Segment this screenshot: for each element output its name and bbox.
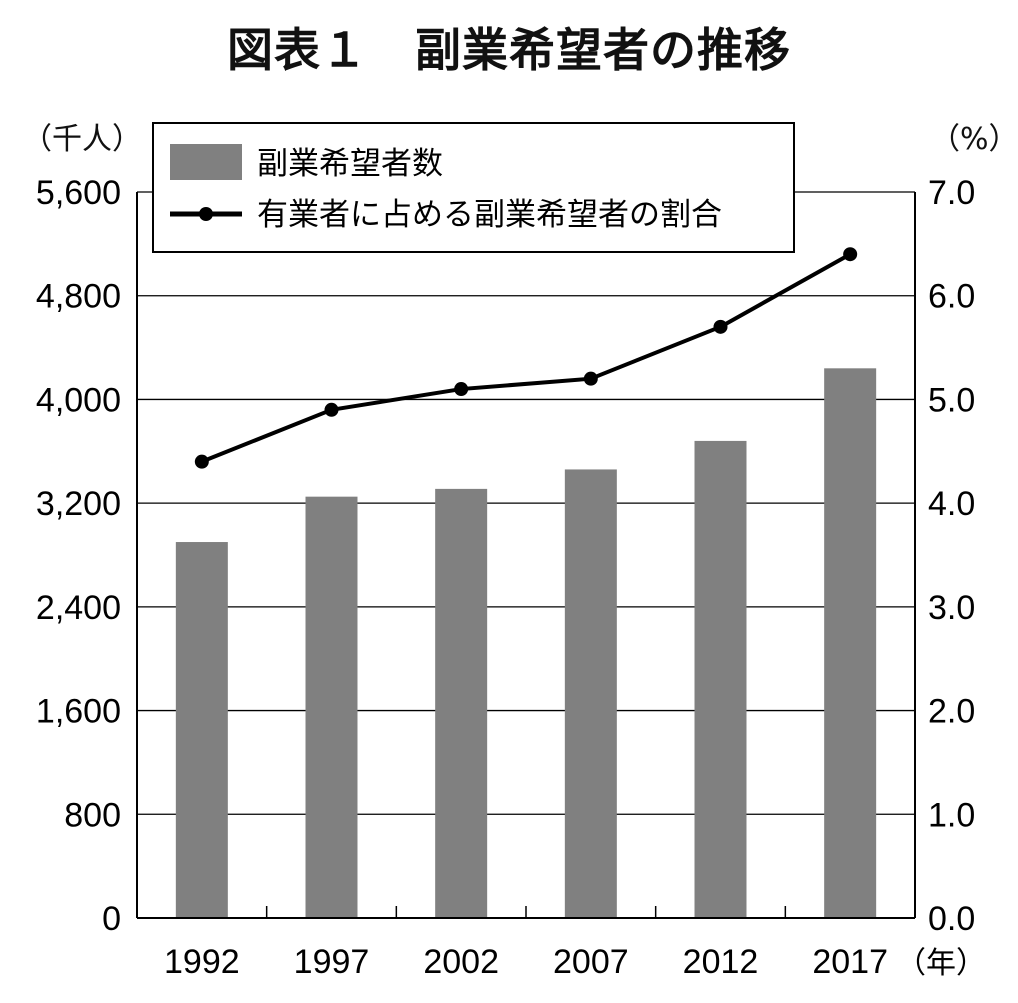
right-tick-label: 3.0 bbox=[928, 589, 975, 627]
line-point bbox=[583, 371, 598, 386]
legend: 副業希望者数 有業者に占める副業希望者の割合 bbox=[152, 122, 795, 253]
left-tick-label: 5,600 bbox=[36, 174, 121, 212]
bar bbox=[435, 488, 488, 918]
x-axis-unit: （年） bbox=[896, 946, 986, 981]
right-tick-label: 6.0 bbox=[928, 278, 975, 316]
legend-label-bar: 副業希望者数 bbox=[257, 146, 443, 182]
x-tick-label: 2002 bbox=[423, 943, 499, 981]
left-axis-unit: （千人） bbox=[22, 122, 142, 157]
line-point bbox=[843, 247, 858, 262]
legend-line-marker bbox=[199, 207, 213, 221]
x-tick-label: 2012 bbox=[683, 943, 759, 981]
line-point bbox=[454, 382, 469, 397]
bar bbox=[175, 542, 228, 918]
left-tick-label: 800 bbox=[64, 796, 121, 834]
right-tick-label: 5.0 bbox=[928, 381, 975, 419]
axes bbox=[136, 192, 916, 919]
right-axis-unit: （%） bbox=[930, 122, 1018, 157]
right-tick-label: 2.0 bbox=[928, 693, 975, 731]
grid-lines bbox=[137, 191, 915, 815]
bar bbox=[824, 368, 877, 918]
line-point bbox=[194, 454, 209, 469]
line-point bbox=[324, 402, 339, 417]
bar bbox=[694, 440, 747, 918]
left-tick-label: 1,600 bbox=[36, 693, 121, 731]
right-tick-label: 1.0 bbox=[928, 796, 975, 834]
right-tick-label: 0.0 bbox=[928, 900, 975, 938]
legend-label-line: 有業者に占める副業希望者の割合 bbox=[257, 197, 722, 233]
x-tick-label: 1992 bbox=[164, 943, 240, 981]
bar-series bbox=[175, 368, 877, 918]
legend-box bbox=[152, 122, 795, 253]
right-tick-label: 4.0 bbox=[928, 485, 975, 523]
left-tick-label: 3,200 bbox=[36, 485, 121, 523]
bar bbox=[305, 496, 358, 918]
tick-labels: 0 0.0 800 1.0 1,600 2.0 2,400 3.0 3,200 4.0 4,000 5… bbox=[36, 174, 986, 981]
left-tick-label: 4,800 bbox=[36, 278, 121, 316]
left-tick-label: 4,000 bbox=[36, 381, 121, 419]
x-tick-label: 2017 bbox=[812, 943, 888, 981]
line-point bbox=[713, 319, 728, 334]
ratio-line bbox=[201, 252, 852, 464]
right-tick-label: 7.0 bbox=[928, 174, 975, 212]
chart-title: 図表１ 副業希望者の推移 bbox=[227, 23, 791, 77]
x-tick-label: 2007 bbox=[553, 943, 629, 981]
legend-bar-swatch bbox=[170, 144, 242, 180]
bar bbox=[564, 469, 617, 918]
x-tick-label: 1997 bbox=[294, 943, 370, 981]
line-series bbox=[194, 247, 858, 469]
left-tick-label: 2,400 bbox=[36, 589, 121, 627]
left-tick-label: 0 bbox=[102, 900, 121, 938]
